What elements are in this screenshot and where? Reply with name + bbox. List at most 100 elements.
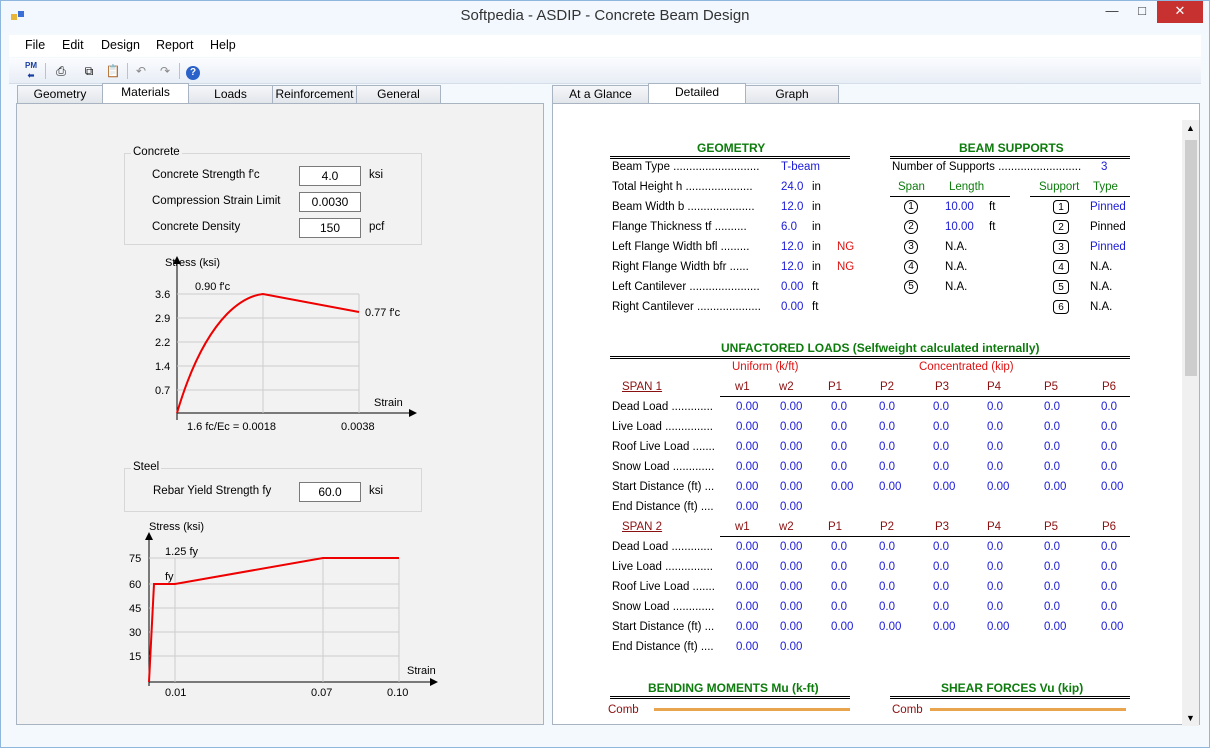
load-row-label: Roof Live Load ....... bbox=[612, 441, 715, 453]
load-value: 0.00 bbox=[933, 621, 956, 633]
menu-bar: File Edit Design Report Help bbox=[9, 35, 1201, 57]
loads-rule bbox=[610, 356, 1130, 359]
shear-heading: SHEAR FORCES Vu (kip) bbox=[941, 681, 1084, 695]
load-value: 0.00 bbox=[1044, 481, 1067, 493]
concrete-strength-input[interactable]: 4.0 bbox=[299, 166, 361, 186]
help-icon[interactable]: ? bbox=[183, 61, 203, 81]
load-value: 0.00 bbox=[933, 481, 956, 493]
menu-edit[interactable]: Edit bbox=[62, 38, 84, 52]
support-number-icon: 3 bbox=[1053, 240, 1069, 254]
concrete-end-label: 0.77 f'c bbox=[365, 307, 401, 319]
load-value: 0.00 bbox=[736, 401, 759, 413]
vertical-scrollbar[interactable]: ▲ ▼ bbox=[1182, 120, 1199, 726]
rebar-yield-input[interactable]: 60.0 bbox=[299, 482, 361, 502]
menu-file[interactable]: File bbox=[25, 38, 46, 52]
tab-reinforcement[interactable]: Reinforcement bbox=[272, 85, 357, 104]
load-row-label: Dead Load ............. bbox=[612, 541, 714, 553]
load-value: 0.00 bbox=[780, 401, 803, 413]
geometry-row-unit: ft bbox=[812, 281, 819, 293]
undo-icon[interactable]: ↶ bbox=[135, 64, 147, 78]
load-value: 0.00 bbox=[736, 481, 759, 493]
scrollbar-thumb[interactable] bbox=[1185, 140, 1197, 376]
copy-icon[interactable]: ⧉ bbox=[84, 64, 94, 78]
detailed-report-panel: GEOMETRY Beam Type ......................… bbox=[552, 103, 1200, 726]
tab-geometry[interactable]: Geometry bbox=[17, 85, 103, 104]
steel-xtick-0.01: 0.01 bbox=[165, 687, 186, 698]
supports-rule bbox=[890, 156, 1130, 159]
load-value: 0.0 bbox=[1101, 421, 1117, 433]
pm-back-icon[interactable]: PM ⬅ bbox=[25, 61, 37, 80]
support-type-value: Pinned bbox=[1090, 221, 1126, 233]
tab-materials[interactable]: Materials bbox=[102, 83, 189, 104]
geometry-row-value: 12.0 bbox=[781, 201, 804, 213]
load-value: 0.00 bbox=[736, 441, 759, 453]
load-value: 0.00 bbox=[736, 541, 759, 553]
load-value: 0.00 bbox=[736, 461, 759, 473]
steel-stress-strain-chart: Stress (ksi) 75 60 45 30 15 1.25 fy fy S… bbox=[129, 521, 438, 698]
load-value: 0.0 bbox=[879, 441, 895, 453]
print-icon[interactable]: ⎙ bbox=[56, 64, 66, 78]
scroll-up-icon[interactable]: ▲ bbox=[1186, 123, 1195, 133]
redo-icon[interactable]: ↷ bbox=[159, 64, 171, 78]
concrete-density-input[interactable]: 150 bbox=[299, 218, 361, 238]
paste-icon[interactable]: 📋 bbox=[105, 64, 121, 78]
load-value: 0.0 bbox=[1044, 601, 1060, 613]
support-type-value: Pinned bbox=[1090, 201, 1126, 213]
supports-count-value: 3 bbox=[1101, 161, 1108, 173]
load-column-header: P4 bbox=[987, 381, 1002, 393]
load-value: 0.00 bbox=[879, 481, 902, 493]
load-column-header: P1 bbox=[828, 381, 843, 393]
load-value: 0.00 bbox=[780, 541, 803, 553]
load-value: 0.00 bbox=[780, 501, 803, 513]
load-value: 0.0 bbox=[933, 561, 949, 573]
support-type-value: Pinned bbox=[1090, 241, 1126, 253]
menu-report[interactable]: Report bbox=[156, 38, 194, 52]
geometry-row-flag: NG bbox=[837, 261, 855, 273]
rebar-yield-label: Rebar Yield Strength fy bbox=[153, 485, 272, 497]
menu-design[interactable]: Design bbox=[101, 38, 140, 52]
menu-help[interactable]: Help bbox=[210, 38, 236, 52]
toolbar-separator bbox=[45, 63, 46, 79]
geometry-row-unit: in bbox=[812, 181, 821, 193]
load-row-label: End Distance (ft) .... bbox=[612, 501, 714, 513]
span-length-unit: ft bbox=[989, 201, 996, 213]
load-value: 0.0 bbox=[831, 421, 847, 433]
span-header: Span bbox=[898, 181, 925, 193]
load-row-label: Live Load ............... bbox=[612, 421, 713, 433]
support-type-value: N.A. bbox=[1090, 301, 1113, 313]
load-value: 0.0 bbox=[831, 561, 847, 573]
load-value: 0.00 bbox=[780, 481, 803, 493]
close-button[interactable]: ✕ bbox=[1157, 1, 1203, 23]
load-value: 0.0 bbox=[1044, 461, 1060, 473]
concrete-density-unit: pcf bbox=[369, 221, 385, 233]
load-value: 0.0 bbox=[1101, 441, 1117, 453]
scroll-down-icon[interactable]: ▼ bbox=[1186, 713, 1195, 723]
steel-ytick-60: 60 bbox=[129, 579, 141, 591]
load-column-header: P6 bbox=[1102, 381, 1117, 393]
tab-at-a-glance[interactable]: At a Glance bbox=[552, 85, 649, 104]
load-value: 0.0 bbox=[1044, 541, 1060, 553]
load-value: 0.0 bbox=[1101, 461, 1117, 473]
load-value: 0.00 bbox=[831, 481, 854, 493]
load-value: 0.00 bbox=[736, 581, 759, 593]
tab-general[interactable]: General bbox=[356, 85, 441, 104]
load-row-label: Start Distance (ft) ... bbox=[612, 621, 715, 633]
tab-detailed[interactable]: Detailed bbox=[648, 83, 746, 104]
compression-strain-input[interactable]: 0.0030 bbox=[299, 192, 361, 212]
steel-chart-xlabel: Strain bbox=[407, 665, 436, 677]
load-column-header: P5 bbox=[1044, 381, 1059, 393]
load-row-label: Live Load ............... bbox=[612, 561, 713, 573]
tab-loads[interactable]: Loads bbox=[188, 85, 273, 104]
geometry-row-unit: in bbox=[812, 221, 821, 233]
title-bar: Softpedia - ASDIP - Concrete Beam Design… bbox=[1, 1, 1209, 33]
support-header: Support bbox=[1039, 181, 1080, 193]
load-value: 0.00 bbox=[736, 621, 759, 633]
load-value: 0.0 bbox=[879, 601, 895, 613]
concrete-group: Concrete Concrete Strength f'c 4.0 ksi C… bbox=[124, 146, 422, 245]
tab-graph[interactable]: Graph bbox=[745, 85, 839, 104]
span-length-value: 10.00 bbox=[945, 201, 974, 213]
load-value: 0.0 bbox=[831, 601, 847, 613]
load-column-header: w2 bbox=[779, 381, 794, 393]
maximize-button[interactable]: □ bbox=[1138, 3, 1146, 18]
minimize-button[interactable]: — bbox=[1105, 3, 1119, 18]
